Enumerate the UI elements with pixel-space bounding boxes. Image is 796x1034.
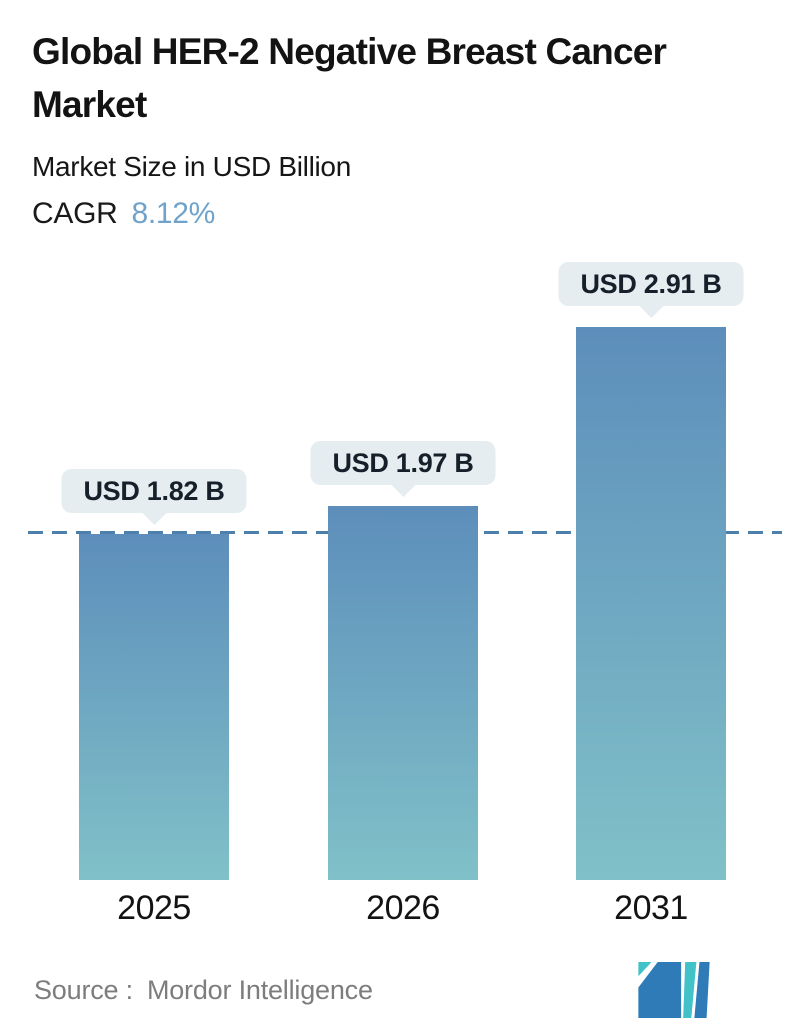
chart-footer: Source : Mordor Intelligence <box>0 962 796 1018</box>
source-value: Mordor Intelligence <box>146 974 373 1005</box>
cagr-label: CAGR <box>32 197 118 231</box>
source-text: Source : Mordor Intelligence <box>34 975 373 1006</box>
x-axis-label: 2026 <box>366 889 440 928</box>
bar <box>79 534 229 881</box>
value-bubble: USD 1.82 B <box>61 469 247 514</box>
bar-chart: USD 1.82 B 2025 USD 1.97 B 2026 USD 2.91… <box>0 238 796 927</box>
bar <box>576 327 726 881</box>
mordor-intelligence-logo <box>638 962 710 1018</box>
cagr-row: CAGR 8.12% <box>32 197 764 231</box>
chart-header: Global HER-2 Negative Breast Cancer Mark… <box>0 0 796 231</box>
chart-subtitle: Market Size in USD Billion <box>32 151 351 183</box>
source-label: Source : <box>34 974 133 1005</box>
value-bubble: USD 1.97 B <box>310 440 496 485</box>
bar <box>328 505 478 881</box>
value-bubble: USD 2.91 B <box>558 262 744 307</box>
cagr-value: 8.12% <box>131 197 216 231</box>
page-title: Global HER-2 Negative Breast Cancer Mark… <box>32 31 667 125</box>
x-axis-label: 2025 <box>117 889 191 928</box>
x-axis-label: 2031 <box>614 889 688 928</box>
